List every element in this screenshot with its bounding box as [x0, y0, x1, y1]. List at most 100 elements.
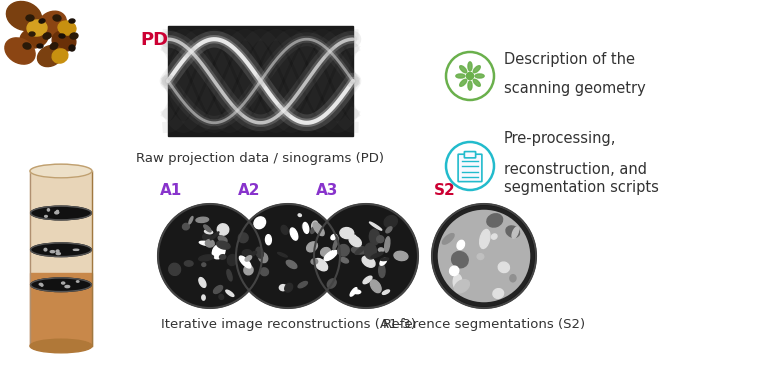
Ellipse shape	[77, 281, 79, 282]
Ellipse shape	[290, 228, 298, 240]
Ellipse shape	[259, 253, 268, 263]
Ellipse shape	[69, 19, 75, 23]
Ellipse shape	[219, 295, 223, 300]
Ellipse shape	[286, 260, 297, 268]
Ellipse shape	[217, 241, 230, 249]
Ellipse shape	[353, 290, 361, 294]
Ellipse shape	[311, 227, 316, 233]
Ellipse shape	[6, 2, 41, 30]
Ellipse shape	[456, 74, 465, 78]
Ellipse shape	[48, 209, 49, 211]
FancyBboxPatch shape	[458, 154, 482, 182]
Ellipse shape	[65, 285, 70, 288]
Ellipse shape	[455, 280, 469, 293]
Bar	[168, 26, 353, 136]
Ellipse shape	[55, 212, 58, 214]
Ellipse shape	[302, 224, 306, 228]
Ellipse shape	[394, 251, 408, 261]
Ellipse shape	[492, 234, 497, 239]
Ellipse shape	[510, 275, 516, 282]
Ellipse shape	[363, 276, 372, 284]
Ellipse shape	[45, 215, 48, 217]
Ellipse shape	[203, 233, 211, 240]
Ellipse shape	[39, 19, 45, 23]
Ellipse shape	[50, 43, 58, 49]
Ellipse shape	[260, 268, 269, 276]
Text: Raw projection data / sinograms (PD): Raw projection data / sinograms (PD)	[137, 152, 385, 165]
Ellipse shape	[189, 217, 193, 224]
Ellipse shape	[212, 244, 225, 259]
Ellipse shape	[183, 223, 190, 230]
Ellipse shape	[44, 248, 47, 251]
Ellipse shape	[43, 33, 51, 39]
Ellipse shape	[506, 226, 519, 237]
Ellipse shape	[69, 45, 75, 51]
Text: PD: PD	[140, 31, 168, 49]
Bar	[30, 171, 92, 273]
Ellipse shape	[58, 21, 76, 35]
Text: A2: A2	[238, 183, 260, 198]
Ellipse shape	[371, 252, 383, 258]
Ellipse shape	[453, 274, 462, 290]
Ellipse shape	[202, 263, 206, 266]
Ellipse shape	[487, 214, 502, 227]
Ellipse shape	[376, 236, 384, 243]
Ellipse shape	[442, 233, 454, 244]
Ellipse shape	[384, 215, 397, 228]
Circle shape	[314, 204, 418, 308]
Ellipse shape	[59, 34, 65, 38]
Ellipse shape	[38, 11, 66, 37]
Ellipse shape	[29, 32, 35, 36]
Ellipse shape	[227, 255, 237, 265]
Ellipse shape	[457, 240, 465, 250]
Circle shape	[236, 204, 340, 308]
Ellipse shape	[226, 290, 234, 296]
Ellipse shape	[39, 283, 42, 285]
Ellipse shape	[382, 290, 389, 295]
Ellipse shape	[61, 282, 65, 284]
Ellipse shape	[242, 250, 251, 256]
Ellipse shape	[30, 339, 92, 353]
Ellipse shape	[23, 43, 31, 49]
Ellipse shape	[210, 232, 219, 240]
Text: reconstruction, and: reconstruction, and	[504, 162, 647, 177]
Circle shape	[432, 204, 536, 308]
Ellipse shape	[340, 228, 354, 238]
Ellipse shape	[184, 261, 193, 266]
Ellipse shape	[205, 240, 214, 247]
Ellipse shape	[380, 258, 386, 265]
Ellipse shape	[199, 255, 214, 261]
Ellipse shape	[31, 243, 91, 257]
Ellipse shape	[306, 242, 317, 252]
Ellipse shape	[350, 288, 357, 296]
Ellipse shape	[31, 206, 91, 220]
Bar	[30, 273, 92, 346]
Ellipse shape	[468, 62, 472, 71]
Ellipse shape	[56, 212, 59, 213]
Ellipse shape	[362, 256, 375, 267]
Ellipse shape	[379, 264, 385, 278]
Ellipse shape	[477, 254, 484, 260]
Ellipse shape	[512, 227, 518, 238]
Ellipse shape	[314, 258, 328, 271]
Ellipse shape	[20, 28, 48, 48]
Ellipse shape	[333, 237, 339, 250]
Text: scanning geometry: scanning geometry	[504, 81, 646, 96]
Ellipse shape	[298, 281, 307, 288]
Ellipse shape	[449, 266, 458, 276]
Ellipse shape	[374, 285, 379, 288]
Ellipse shape	[240, 256, 251, 268]
Ellipse shape	[27, 20, 47, 36]
Ellipse shape	[338, 245, 349, 256]
Ellipse shape	[202, 295, 205, 300]
Ellipse shape	[473, 66, 480, 73]
Ellipse shape	[196, 217, 209, 222]
Ellipse shape	[53, 15, 61, 21]
Ellipse shape	[327, 279, 336, 288]
Ellipse shape	[238, 233, 248, 243]
Ellipse shape	[254, 217, 266, 229]
Ellipse shape	[204, 225, 211, 232]
Ellipse shape	[37, 44, 43, 48]
Ellipse shape	[169, 263, 180, 275]
Ellipse shape	[331, 234, 337, 240]
